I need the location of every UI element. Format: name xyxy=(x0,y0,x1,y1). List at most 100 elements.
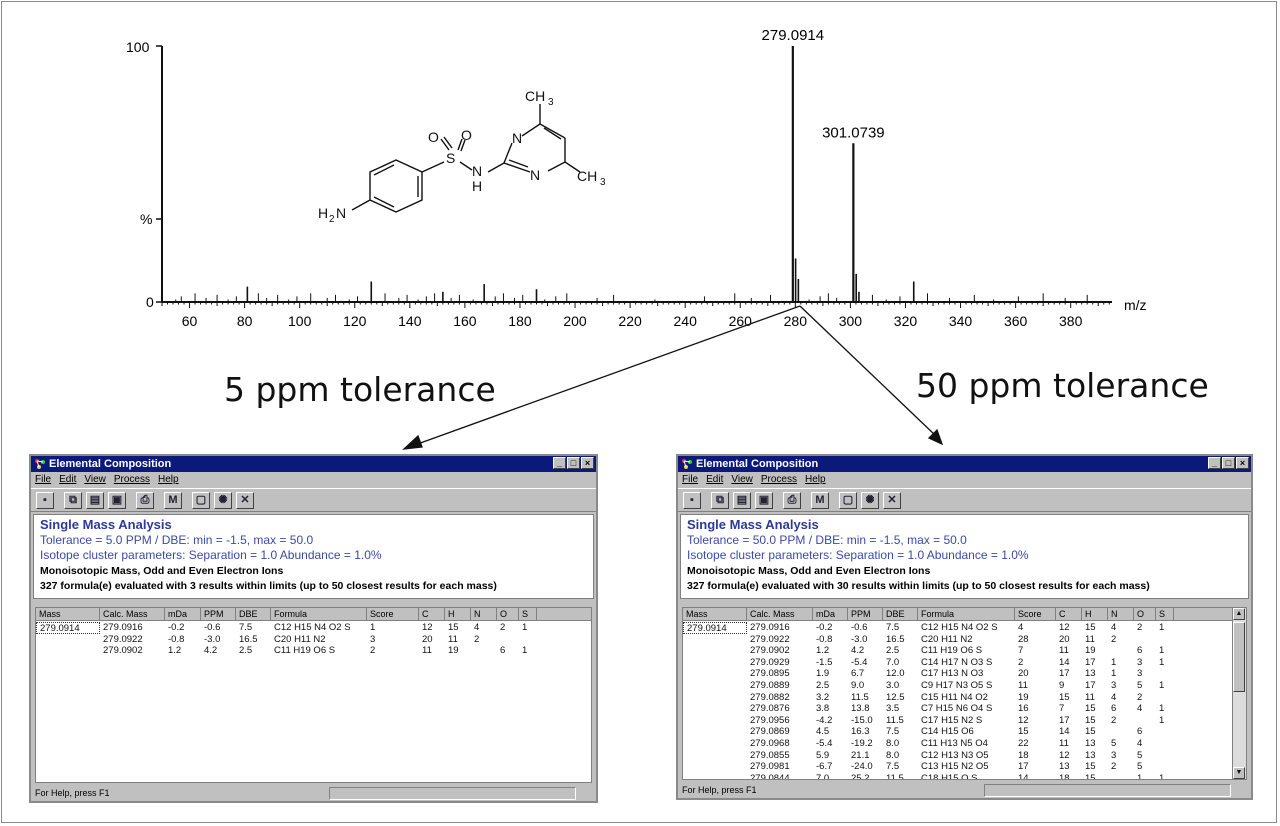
window-icon[interactable]: ▢ xyxy=(192,491,210,509)
table-row[interactable]: 279.0889 2.5 9.0 3.0 C9 H17 N3 O5 S 11 9 17 3 5 1 xyxy=(683,680,1246,692)
column-header[interactable]: H xyxy=(445,608,471,621)
maximize-button[interactable]: □ xyxy=(567,457,580,469)
column-header[interactable]: S xyxy=(519,608,537,621)
column-header[interactable]: O xyxy=(1134,608,1156,621)
menu-process[interactable]: Process xyxy=(113,474,150,485)
scroll-up-arrow-icon[interactable]: ▲ xyxy=(1233,608,1245,620)
column-header[interactable]: Formula xyxy=(271,608,367,621)
column-header[interactable]: DBE xyxy=(883,608,918,621)
table-row[interactable]: 279.0895 1.9 6.7 12.0 C17 H13 N O3 20 17 13 1 3 xyxy=(683,668,1246,680)
save-icon[interactable]: ▪ xyxy=(36,491,54,509)
table-row[interactable]: 279.0869 4.5 16.3 7.5 C14 H15 O6 15 14 15 6 xyxy=(683,726,1246,738)
column-header[interactable]: Mass xyxy=(683,608,747,621)
column-header[interactable]: PPM xyxy=(848,608,883,621)
close-doc-icon[interactable]: ✕ xyxy=(883,491,901,509)
print-icon[interactable]: ⎙ xyxy=(783,491,801,509)
window-titlebar[interactable]: Elemental Composition _ □ × xyxy=(31,456,596,472)
print-icon[interactable]: ⎙ xyxy=(136,491,154,509)
table-row[interactable]: 279.0902 1.2 4.2 2.5 C11 H19 O6 S 7 11 19 6 1 xyxy=(683,645,1246,657)
close-doc-icon[interactable]: ✕ xyxy=(236,491,254,509)
analysis-info-panel: Single Mass Analysis Tolerance = 5.0 PPM … xyxy=(33,514,594,599)
toolbar: ▪ ⧉ ▤ ▣ ⎙ M ▢ ✺ ✕ xyxy=(31,488,596,512)
column-header[interactable]: mDa xyxy=(165,608,201,621)
scroll-down-arrow-icon[interactable]: ▼ xyxy=(1233,767,1245,779)
table-cell: 279.0844 xyxy=(750,772,790,780)
table-row[interactable]: 279.0956 -4.2 -15.0 11.5 C17 H15 N2 S 12 17 15 2… xyxy=(683,715,1246,727)
table-row[interactable]: 279.0844 7.0 25.2 11.5 C18 H15 O S 14 18 15 1 1 xyxy=(683,772,1246,780)
window-icon[interactable]: ▢ xyxy=(839,491,857,509)
column-header-filler xyxy=(537,608,591,621)
copy-icon[interactable]: ⧉ xyxy=(64,491,82,509)
table-cell xyxy=(683,703,747,715)
table-cell: 7 xyxy=(1059,703,1065,715)
minimize-button[interactable]: _ xyxy=(1208,457,1221,469)
table-row[interactable]: 279.0981 -6.7 -24.0 7.5 C13 H15 N2 O5 17 13 15 2… xyxy=(683,761,1246,773)
scroll-thumb[interactable] xyxy=(1233,622,1245,692)
menu-help[interactable]: Help xyxy=(804,474,826,485)
table-row[interactable]: 279.0914 279.0916 -0.2 -0.6 7.5 C12 H15 N4 O2… xyxy=(36,622,591,634)
table-cell: 6 xyxy=(1137,726,1143,738)
table-row[interactable]: 279.0914 279.0916 -0.2 -0.6 7.5 C12 H15 N4 O2… xyxy=(683,622,1246,634)
export-icon[interactable]: ▣ xyxy=(108,491,126,509)
close-button[interactable]: × xyxy=(1236,457,1249,469)
menu-view[interactable]: View xyxy=(731,474,753,485)
table-cell: 279.0869 xyxy=(750,726,790,738)
settings-icon[interactable]: ✺ xyxy=(214,491,232,509)
column-header[interactable]: Score xyxy=(367,608,419,621)
table-row[interactable]: 279.0922 -0.8 -3.0 16.5 C20 H11 N2 3 20 11 2 xyxy=(36,634,591,646)
table-cell xyxy=(1156,761,1174,773)
maximize-button[interactable]: □ xyxy=(1222,457,1235,469)
menu-edit[interactable]: Edit xyxy=(706,474,724,485)
ch3-top-label: CH xyxy=(525,88,545,104)
menu-process[interactable]: Process xyxy=(760,474,797,485)
column-header[interactable]: O xyxy=(497,608,519,621)
column-header[interactable]: DBE xyxy=(236,608,271,621)
column-header[interactable]: Formula xyxy=(918,608,1015,621)
table-cell: 20 xyxy=(1059,633,1070,645)
table-row[interactable]: 279.0882 3.2 11.5 12.5 C15 H11 N4 O2 19 15 11 4 2 xyxy=(683,692,1246,704)
minimize-button[interactable]: _ xyxy=(553,457,566,469)
table-cell: 279.0914 xyxy=(683,622,747,634)
column-header[interactable]: PPM xyxy=(201,608,236,621)
table-row[interactable]: 279.0922 -0.8 -3.0 16.5 C20 H11 N2 28 20 11 2 xyxy=(683,634,1246,646)
column-header[interactable]: C xyxy=(1056,608,1082,621)
menu-file[interactable]: File xyxy=(35,474,52,485)
export-icon[interactable]: ▣ xyxy=(755,491,773,509)
column-header[interactable]: Calc. Mass xyxy=(100,608,165,621)
close-button[interactable]: × xyxy=(581,457,594,469)
table-row[interactable]: 279.0876 3.8 13.8 3.5 C7 H15 N6 O4 S 16 7 15 6 4 1 xyxy=(683,703,1246,715)
table-cell: 279.0876 xyxy=(750,703,790,715)
column-header[interactable]: Mass xyxy=(36,608,100,621)
window-titlebar[interactable]: Elemental Composition _ □ × xyxy=(678,456,1251,472)
paste-icon[interactable]: ▤ xyxy=(86,491,104,509)
column-header[interactable]: Calc. Mass xyxy=(747,608,813,621)
y-label-percent: % xyxy=(140,211,152,227)
column-header[interactable]: H xyxy=(1082,608,1108,621)
menu-edit[interactable]: Edit xyxy=(59,474,77,485)
menu-help[interactable]: Help xyxy=(157,474,179,485)
column-header[interactable]: Score xyxy=(1015,608,1056,621)
settings-icon[interactable]: ✺ xyxy=(861,491,879,509)
column-header[interactable]: C xyxy=(419,608,445,621)
vertical-scrollbar[interactable]: ▲ ▼ xyxy=(1232,608,1246,779)
table-row[interactable]: 279.0968 -5.4 -19.2 8.0 C11 H13 N5 O4 22 11 13 5… xyxy=(683,738,1246,750)
column-header[interactable]: S xyxy=(1156,608,1174,621)
paste-icon[interactable]: ▤ xyxy=(733,491,751,509)
column-header[interactable]: mDa xyxy=(813,608,848,621)
mono-mass-icon[interactable]: M xyxy=(164,491,182,509)
column-header[interactable]: N xyxy=(1108,608,1134,621)
copy-icon[interactable]: ⧉ xyxy=(711,491,729,509)
spectrum-peak-labels: 279.0914 301.0739 xyxy=(762,27,885,141)
table-row[interactable]: 279.0929 -1.5 -5.4 7.0 C14 H17 N O3 S 2 14 17 1 3… xyxy=(683,657,1246,669)
table-row[interactable]: 279.0902 1.2 4.2 2.5 C11 H19 O6 S 2 11 19 6 1 xyxy=(36,645,591,657)
save-icon[interactable]: ▪ xyxy=(683,491,701,509)
x-tick-label: 360 xyxy=(1004,313,1028,329)
menu-file[interactable]: File xyxy=(682,474,699,485)
menu-view[interactable]: View xyxy=(84,474,106,485)
table-cell: 5 xyxy=(1137,749,1143,761)
table-cell: 1 xyxy=(1137,772,1143,780)
mono-mass-icon[interactable]: M xyxy=(811,491,829,509)
table-row[interactable]: 279.0855 5.9 21.1 8.0 C12 H13 N3 O5 18 12 13 3 5 xyxy=(683,750,1246,762)
status-text: For Help, press F1 xyxy=(682,785,757,795)
column-header[interactable]: N xyxy=(471,608,497,621)
